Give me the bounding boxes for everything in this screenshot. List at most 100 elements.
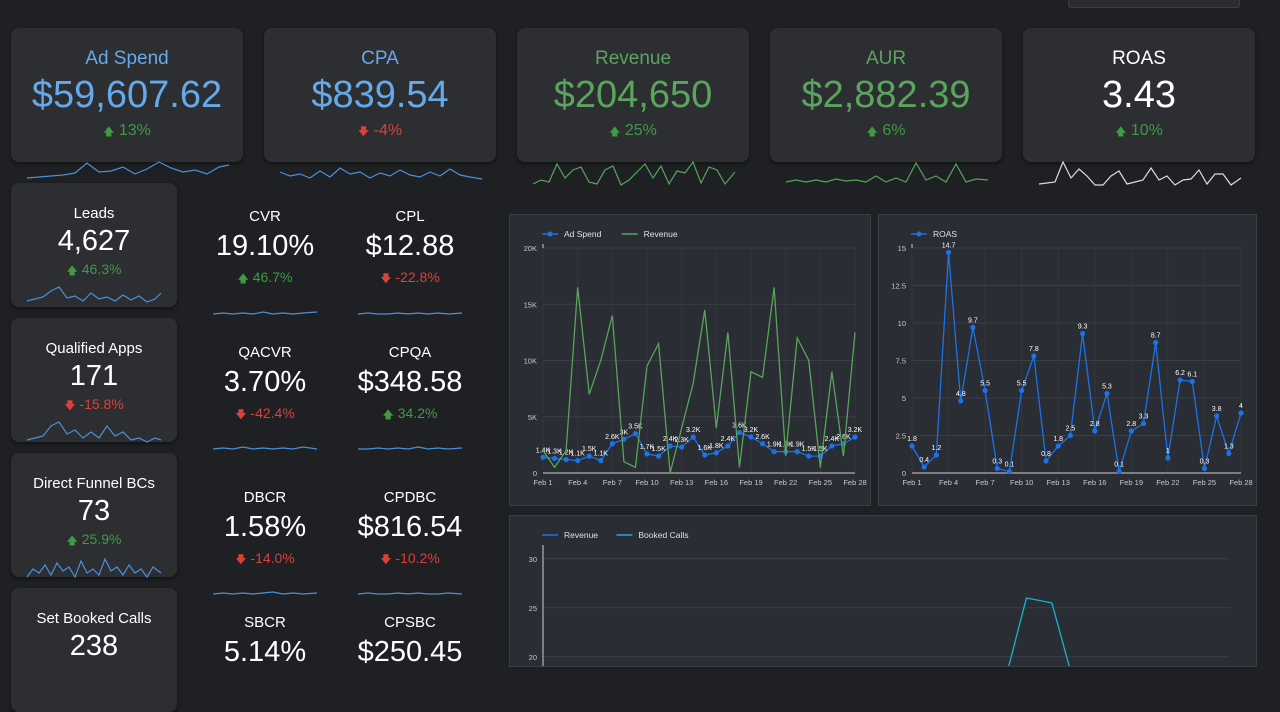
data-point xyxy=(933,452,939,458)
y-tick-label: 7.5 xyxy=(896,357,906,366)
sparkline-direct-funnel-bcs xyxy=(26,557,162,579)
metric-value: $250.45 xyxy=(357,636,463,668)
data-label: 2.8 xyxy=(1090,421,1100,428)
metric-change: 🡇 -10.2% xyxy=(380,550,440,566)
arrow-up-icon: 🡅 xyxy=(609,126,621,138)
chart-adspend-revenue[interactable]: 0 5K 10K 15K 20K Feb 1 Feb 4 Feb 7 Feb 10 Feb 13 F… xyxy=(510,215,870,505)
data-point xyxy=(1116,468,1122,475)
x-tick-label: Feb 22 xyxy=(774,478,797,487)
sparkline-aur xyxy=(785,161,989,183)
sparkline-leads xyxy=(26,286,162,303)
card-leads[interactable]: Leads 4,627 🡅 46.3% xyxy=(11,183,177,307)
card-label: Qualified Apps xyxy=(45,340,143,357)
metric-value: $816.54 xyxy=(357,511,463,543)
kpi-value: $839.54 xyxy=(311,74,449,116)
data-point xyxy=(679,444,685,450)
metric-value: 5.14% xyxy=(223,636,307,668)
data-point xyxy=(1201,465,1208,472)
card-direct-funnel-bcs[interactable]: Direct Funnel BCs 73 🡅 25.9% xyxy=(11,453,177,579)
data-point xyxy=(909,443,915,449)
data-point xyxy=(1043,458,1049,464)
arrow-up-icon: 🡅 xyxy=(866,126,878,138)
data-point xyxy=(994,465,1000,472)
kpi-card-ad-spend[interactable]: Ad Spend $59,607.62 🡅 13% xyxy=(11,28,243,162)
legend-label: Revenue xyxy=(644,229,678,239)
kpi-card-revenue[interactable]: Revenue $204,650 🡅 25% xyxy=(517,28,749,162)
data-label: 0.1 xyxy=(1005,462,1015,469)
chart-panel-roas[interactable]: 0 2.5 5 7.5 10 12.5 15 Feb 1 Feb 4 Feb 7 Feb 10 Feb… xyxy=(878,214,1257,506)
y-tick-label: 15 xyxy=(898,244,906,253)
series-line-ad-spend xyxy=(542,431,856,462)
metric-label: CPQA xyxy=(388,344,432,361)
x-tick-label: Feb 7 xyxy=(976,478,995,487)
data-label: 6.1 xyxy=(1187,372,1197,379)
y-tick-label: 20K xyxy=(524,244,537,253)
x-tick-label: Feb 16 xyxy=(1083,478,1106,487)
data-point xyxy=(1019,387,1025,394)
kpi-change: 🡅 6% xyxy=(866,122,906,139)
legend-label: Booked Calls xyxy=(638,530,688,540)
data-label: 3.6K xyxy=(732,423,747,430)
data-label: 1.8 xyxy=(907,436,917,443)
arrow-down-icon: 🡇 xyxy=(380,554,392,566)
kpi-card-roas[interactable]: ROAS 3.43 🡅 10% xyxy=(1023,28,1255,162)
x-tick-label: Feb 4 xyxy=(939,478,958,487)
kpi-card-aur[interactable]: AUR $2,882.39 🡅 6% xyxy=(770,28,1002,162)
data-point xyxy=(1067,432,1074,439)
kpi-label: AUR xyxy=(865,48,907,69)
data-label: 14.7 xyxy=(942,243,956,250)
metric-change: 🡇 -22.8% xyxy=(380,269,440,285)
data-point xyxy=(563,456,569,463)
kpi-value: $204,650 xyxy=(553,74,713,116)
data-point xyxy=(794,449,800,455)
arrow-down-icon: 🡇 xyxy=(235,409,247,421)
x-tick-label: Feb 10 xyxy=(1010,478,1033,487)
chart-panel-adspend-revenue[interactable]: 0 5K 10K 15K 20K Feb 1 Feb 4 Feb 7 Feb 10 Feb 13 F… xyxy=(509,214,871,506)
data-label: 3K xyxy=(620,429,629,436)
chart-panel-revenue-booked-calls[interactable]: 20 25 30 Revenue Booked Calls xyxy=(509,515,1257,697)
card-set-booked-calls[interactable]: Set Booked Calls 238 xyxy=(11,588,177,712)
metric-dbcr: DBCR 1.58% 🡇 -14.0% xyxy=(210,489,320,570)
chart-revenue-booked-calls[interactable]: 20 25 30 Revenue Booked Calls xyxy=(510,516,1256,697)
y-tick-label: 15K xyxy=(524,300,537,309)
metric-cpqa: CPQA $348.58 🡅 34.2% xyxy=(355,344,465,425)
arrow-up-icon: 🡅 xyxy=(103,126,115,138)
data-label: 1.1K xyxy=(594,451,609,458)
data-point xyxy=(1079,330,1086,337)
legend-marker xyxy=(916,231,922,237)
data-point xyxy=(958,398,964,404)
metric-label: SBCR xyxy=(244,614,286,631)
x-tick-label: Feb 1 xyxy=(902,478,921,487)
data-label: 1.7K xyxy=(640,444,655,451)
card-value: 4,627 xyxy=(57,225,131,257)
data-label: 9.7 xyxy=(968,318,978,325)
data-label: 1.9K xyxy=(767,442,782,449)
data-label: 2.8 xyxy=(1126,421,1136,428)
data-label: 0.3 xyxy=(1200,459,1210,466)
data-point xyxy=(736,429,743,436)
kpi-label: Revenue xyxy=(594,48,672,69)
data-label: 2.3K xyxy=(674,437,689,444)
sparkline-qacvr xyxy=(212,446,318,450)
y-tick-label: 5K xyxy=(528,413,537,422)
kpi-label: CPA xyxy=(361,48,399,69)
sparkline-revenue xyxy=(532,160,736,186)
sparkline-cpdbc xyxy=(357,592,463,595)
data-point xyxy=(575,458,581,464)
arrow-up-icon: 🡅 xyxy=(1115,126,1127,138)
kpi-card-cpa[interactable]: CPA $839.54 🡇 -4% xyxy=(264,28,496,162)
card-value: 73 xyxy=(77,495,111,527)
card-qualified-apps[interactable]: Qualified Apps 171 🡇 -15.8% xyxy=(11,318,177,443)
data-label: 3.2K xyxy=(848,427,863,434)
data-label: 2.6K xyxy=(755,434,770,441)
y-tick-label: 10 xyxy=(898,319,906,328)
sparkline-dbcr xyxy=(212,591,318,595)
metric-cpdbc: CPDBC $816.54 🡇 -10.2% xyxy=(355,489,465,570)
sparkline-cvr xyxy=(212,311,318,315)
series-line-revenue xyxy=(542,287,856,474)
data-label: 7.8 xyxy=(1029,346,1039,353)
data-point xyxy=(771,449,777,455)
data-point xyxy=(1165,455,1171,461)
date-range-selector[interactable] xyxy=(1068,0,1240,8)
